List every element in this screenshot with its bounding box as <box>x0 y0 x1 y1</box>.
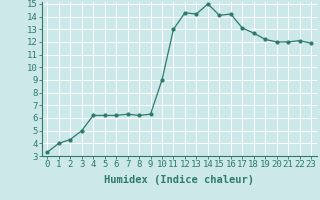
X-axis label: Humidex (Indice chaleur): Humidex (Indice chaleur) <box>104 175 254 185</box>
